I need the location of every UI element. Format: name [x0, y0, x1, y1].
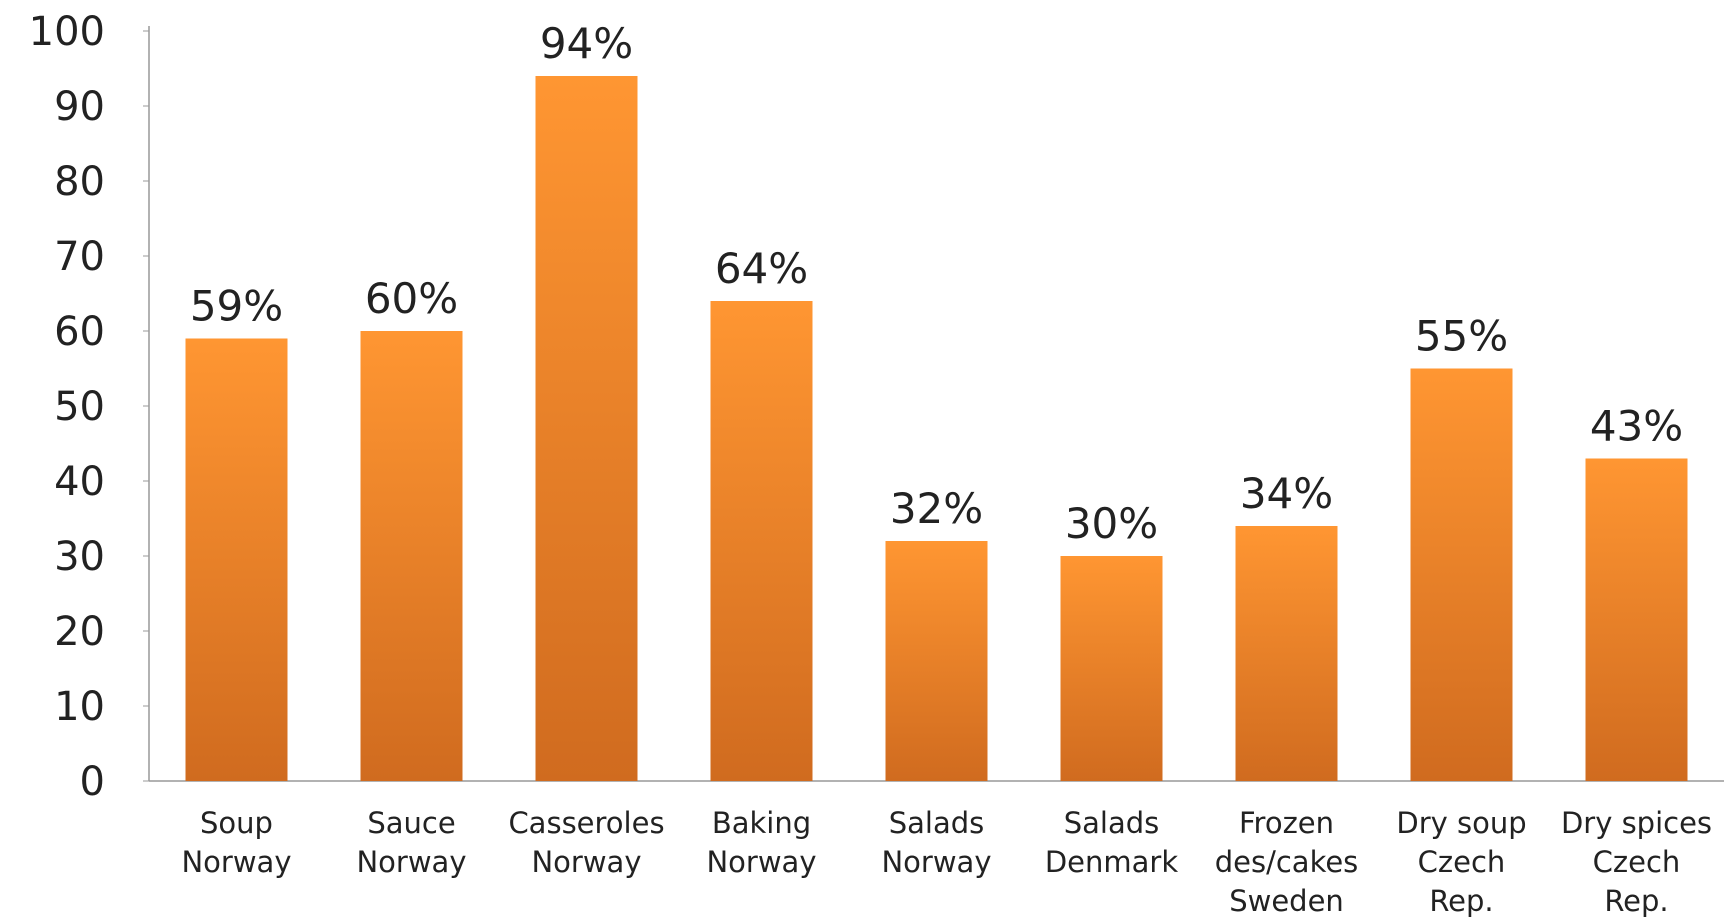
y-tick-label: 10	[54, 684, 105, 730]
x-tick-line: Sauce	[367, 806, 455, 840]
y-tick-label: 90	[54, 84, 105, 130]
x-tick-line: des/cakes	[1215, 845, 1359, 879]
x-tick-label: Salads Denmark	[1045, 806, 1178, 879]
value-label: 43%	[1590, 402, 1683, 451]
x-tick-line: Salads	[889, 806, 985, 840]
y-tick-label: 50	[54, 384, 105, 430]
y-tick-label: 70	[54, 234, 105, 280]
x-tick-line: Norway	[356, 845, 466, 879]
x-tick-line: Baking	[712, 806, 811, 840]
value-label: 60%	[365, 274, 458, 323]
x-tick-label: Baking Norway	[706, 806, 816, 879]
x-tick-line: Czech	[1418, 845, 1506, 879]
x-tick-label: Dry spices Czech Rep.	[1561, 806, 1712, 918]
x-tick-label: Soup Norway	[181, 806, 291, 879]
x-tick-line: Frozen	[1239, 806, 1334, 840]
value-label: 64%	[715, 244, 808, 293]
value-label: 30%	[1065, 499, 1158, 548]
bar	[535, 76, 638, 781]
value-label: 34%	[1240, 469, 1333, 518]
bar	[1060, 556, 1163, 781]
value-label: 94%	[540, 19, 633, 68]
x-tick-line: Rep.	[1429, 884, 1493, 918]
x-tick-line: Casseroles	[508, 806, 664, 840]
value-label: 59%	[190, 282, 283, 331]
x-tick-label: Frozen des/cakes Sweden	[1215, 806, 1359, 918]
x-tick-line: Norway	[881, 845, 991, 879]
x-tick-label: Dry soup Czech Rep.	[1396, 806, 1526, 918]
bar	[1410, 368, 1513, 781]
y-tick-label: 30	[54, 534, 105, 580]
value-label: 55%	[1415, 312, 1508, 361]
x-tick-line: Denmark	[1045, 845, 1178, 879]
value-label: 32%	[890, 484, 983, 533]
bar	[360, 331, 463, 781]
x-tick-line: Dry spices	[1561, 806, 1712, 840]
x-tick-label: Sauce Norway	[356, 806, 466, 879]
y-tick-label: 100	[29, 9, 105, 55]
x-tick-line: Rep.	[1604, 884, 1668, 918]
x-tick-line: Norway	[181, 845, 291, 879]
y-tick-label: 60	[54, 309, 105, 355]
y-tick-label: 0	[80, 759, 105, 805]
y-tick-label: 20	[54, 609, 105, 655]
x-tick-label: Casseroles Norway	[508, 806, 664, 879]
bar	[1235, 526, 1338, 781]
bar	[185, 338, 288, 781]
x-tick-line: Soup	[200, 806, 273, 840]
x-tick-line: Salads	[1064, 806, 1160, 840]
x-tick-line: Sweden	[1229, 884, 1344, 918]
y-tick-label: 80	[54, 159, 105, 205]
x-tick-label: Salads Norway	[881, 806, 991, 879]
x-tick-line: Norway	[531, 845, 641, 879]
bar	[710, 301, 813, 781]
x-tick-line: Dry soup	[1396, 806, 1526, 840]
x-tick-line: Norway	[706, 845, 816, 879]
y-tick-label: 40	[54, 459, 105, 505]
bar	[1585, 458, 1688, 781]
x-tick-line: Czech	[1593, 845, 1681, 879]
bar	[885, 541, 988, 781]
